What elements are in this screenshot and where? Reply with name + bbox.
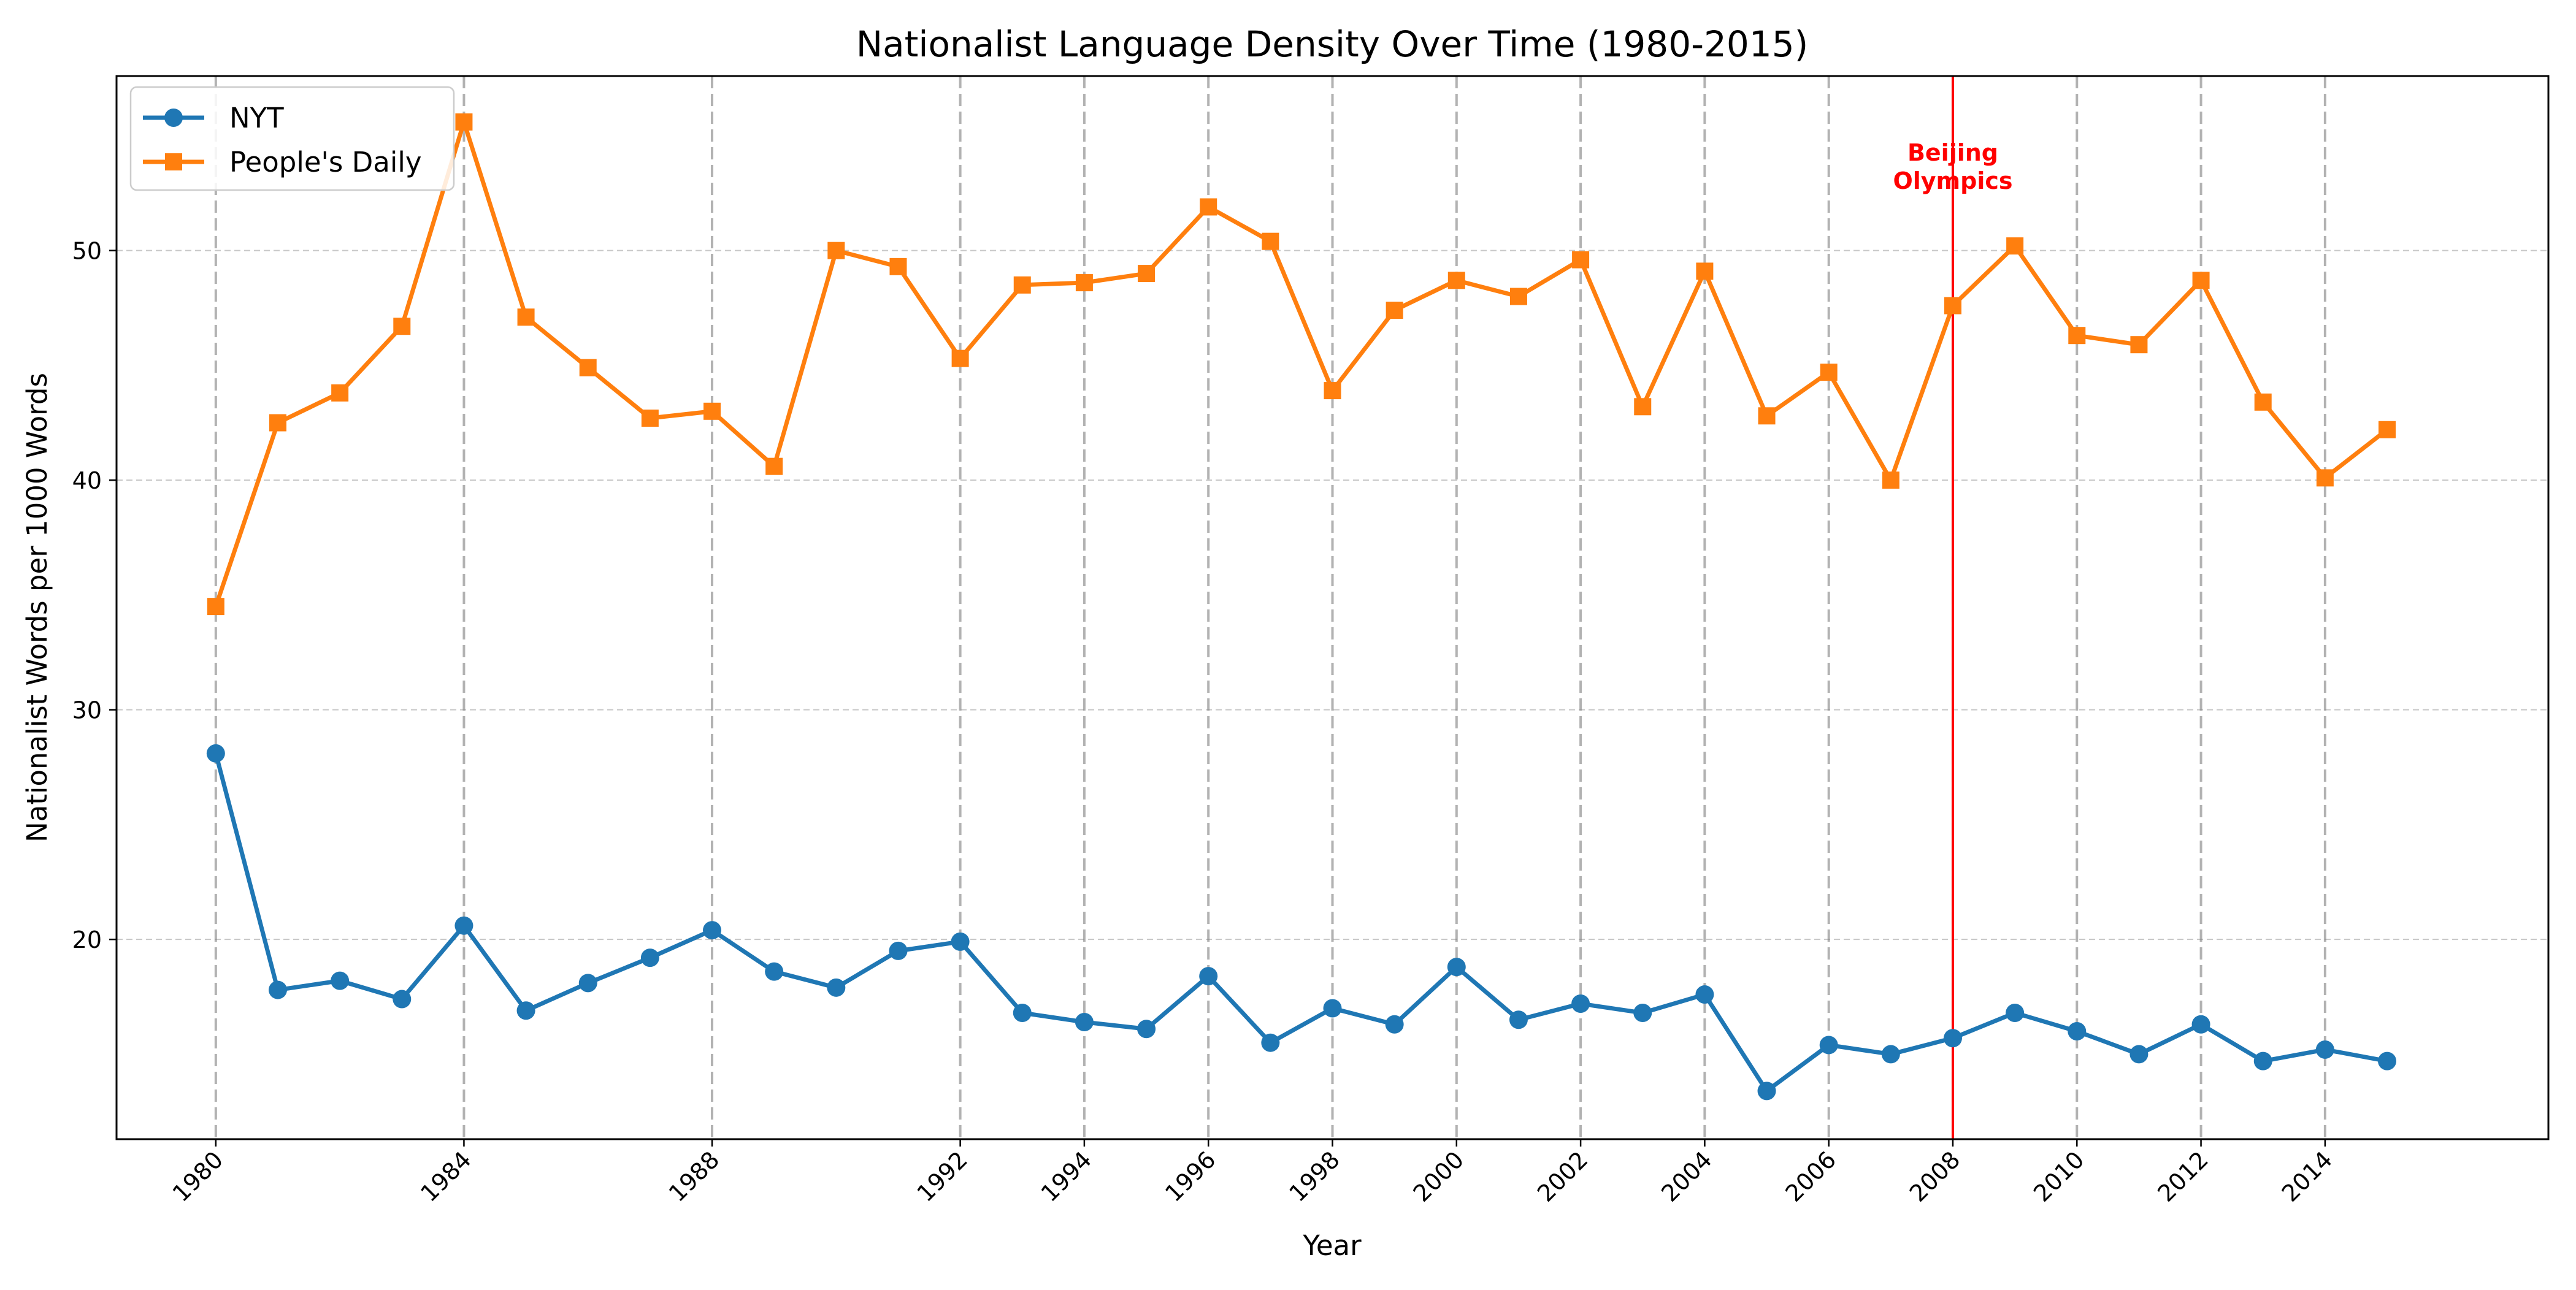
data-point [1013, 276, 1031, 294]
data-point [1324, 382, 1341, 400]
data-point [1758, 407, 1776, 425]
data-point [1943, 1029, 1962, 1048]
legend-label: People's Daily [229, 146, 421, 178]
data-point [2316, 469, 2334, 487]
legend-marker [165, 153, 182, 170]
event-annotation-label: Beijing [1907, 139, 1998, 166]
grid-layer [117, 76, 2548, 1139]
data-point [703, 402, 721, 420]
data-point [2378, 1051, 2397, 1071]
data-point [578, 974, 597, 993]
data-point [2068, 1021, 2087, 1040]
data-point [1571, 994, 1590, 1013]
legend-box [129, 86, 455, 191]
data-point [1819, 1036, 1838, 1055]
y-tick-label: 20 [72, 926, 102, 953]
data-point [393, 990, 412, 1009]
data-point [703, 921, 722, 940]
data-point [1261, 1033, 1280, 1052]
data-point [827, 242, 845, 259]
data-point [889, 258, 907, 275]
data-point [951, 349, 969, 367]
data-point [2192, 272, 2210, 289]
legend: NYT People's Daily [129, 86, 455, 191]
data-point [1881, 1045, 1900, 1064]
data-point [1262, 232, 1279, 250]
data-point [206, 744, 225, 763]
data-point [1695, 985, 1714, 1004]
data-point [331, 971, 350, 990]
legend-marker [164, 109, 183, 127]
data-point [1757, 1082, 1776, 1101]
data-point [1633, 1004, 1652, 1023]
data-point [640, 948, 659, 968]
data-point [1882, 471, 1899, 489]
data-point [2129, 1045, 2149, 1064]
data-point [1013, 1004, 1032, 1023]
data-point [1138, 265, 1156, 283]
data-point [1509, 1010, 1528, 1029]
data-point [2068, 327, 2086, 345]
data-point [1447, 272, 1465, 289]
data-point [455, 113, 473, 131]
legend-label: NYT [229, 102, 284, 134]
data-point [1385, 1015, 1404, 1034]
data-point [1075, 1012, 1094, 1031]
data-point [1509, 288, 1527, 305]
data-point [1137, 1020, 1156, 1039]
series-layer [206, 113, 2397, 1101]
data-point [1944, 297, 1961, 315]
data-point [516, 1001, 535, 1020]
y-tick-label: 30 [72, 697, 102, 724]
data-point [2315, 1040, 2334, 1059]
y-tick-label: 50 [72, 238, 102, 265]
data-point [2191, 1015, 2210, 1034]
y-tick-label: 40 [72, 467, 102, 494]
data-point [2379, 421, 2396, 438]
x-axis-label: Year [1302, 1229, 1362, 1262]
data-point [579, 359, 597, 376]
chart-title: Nationalist Language Density Over Time (… [856, 23, 1809, 65]
data-point [889, 941, 908, 960]
data-point [2006, 1004, 2025, 1023]
data-point [1323, 999, 1342, 1018]
data-point [2254, 393, 2272, 411]
data-point [454, 916, 473, 935]
data-point [765, 962, 784, 981]
data-point [951, 932, 970, 951]
event-annotation-label: Olympics [1893, 167, 2012, 194]
data-point [517, 308, 535, 326]
data-point [1820, 364, 1838, 381]
data-point [1447, 958, 1466, 977]
data-point [765, 457, 783, 475]
series-line-1 [213, 120, 2390, 609]
data-point [2253, 1051, 2272, 1071]
data-point [207, 598, 224, 616]
data-point [827, 978, 846, 997]
data-point [1572, 251, 1590, 269]
data-point [2006, 237, 2024, 255]
data-point [1200, 198, 1217, 216]
y-axis-label: Nationalist Words per 1000 Words [21, 373, 53, 842]
data-point [641, 410, 659, 427]
data-point [1075, 274, 1093, 292]
data-point [268, 980, 287, 999]
data-point [269, 414, 286, 432]
series-line-0 [213, 751, 2390, 1093]
data-point [1386, 302, 1403, 319]
data-point [1199, 967, 1218, 986]
data-point [2130, 336, 2148, 354]
data-point [1696, 262, 1714, 280]
data-point [1634, 398, 1652, 416]
data-point [393, 318, 411, 335]
data-point [331, 384, 349, 402]
